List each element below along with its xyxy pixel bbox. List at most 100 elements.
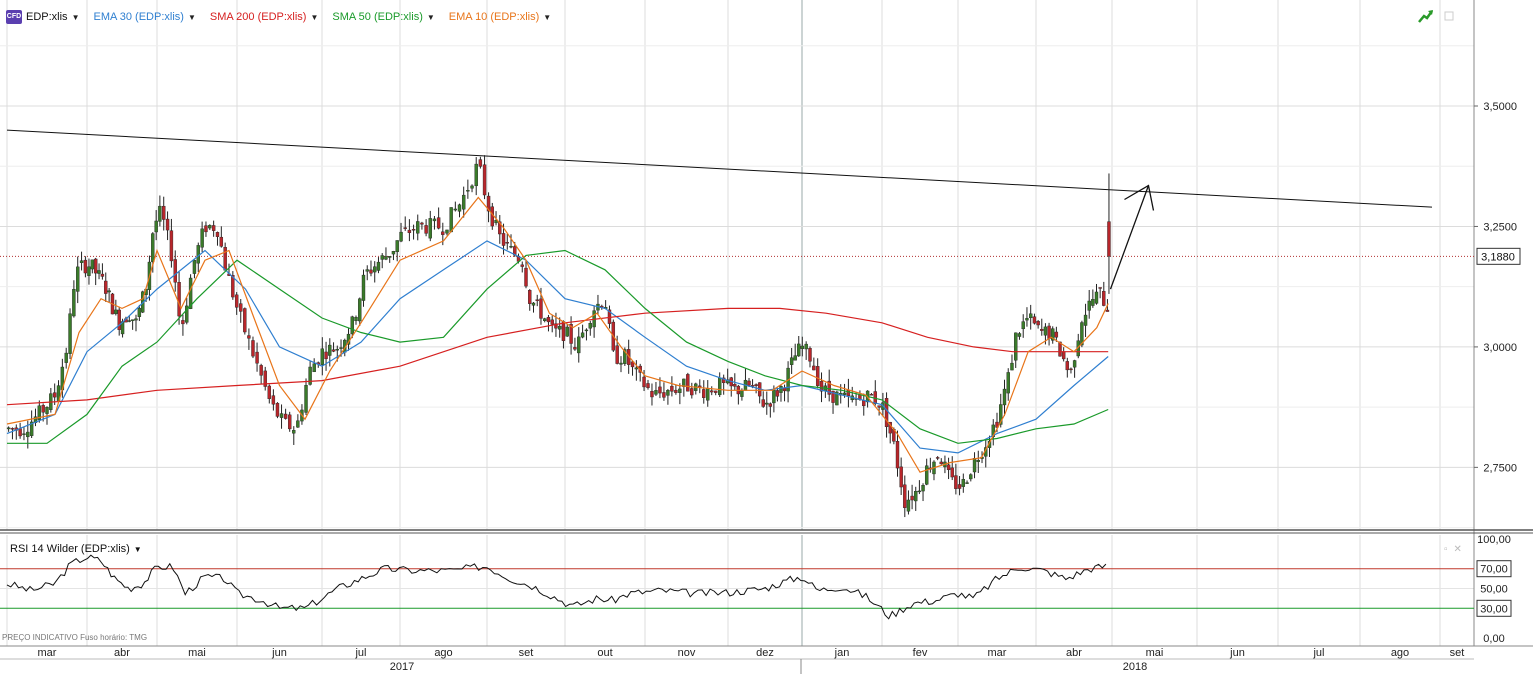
x-month-label: dez [756,647,774,659]
candle-down [877,405,881,408]
candle-down [1032,316,1037,324]
rsi-selector[interactable]: RSI 14 Wilder (EDP:xlis) ▼ [10,543,142,555]
grid [0,0,1474,646]
candle-up [914,491,918,502]
candle-down [420,222,424,225]
symbol-selector[interactable]: CFD EDP:xlis ▼ [6,10,79,24]
candle-down [550,319,554,325]
candle-down [750,385,755,387]
candle-up [718,377,722,396]
rsi-tick-label: 50,00 [1480,584,1508,596]
candle-down [478,159,483,167]
candle-down [255,351,259,364]
candle-up [797,343,801,357]
candle-up [835,391,839,406]
candle-up [457,204,462,212]
candle-down [670,385,674,392]
candle-down [1102,291,1106,306]
candle-up [380,255,384,260]
candle-down [41,405,45,413]
candle-up [312,363,316,373]
rsi-tick-label: 30,00 [1480,603,1508,615]
candle-up [388,256,392,258]
rsi-tick-label: 0,00 [1483,633,1504,645]
candle-up [1080,322,1084,346]
candle-down [812,365,816,371]
x-month-label: mar [988,647,1007,659]
candle-down [761,399,765,407]
candle-down [819,380,824,392]
x-month-label: jun [1229,647,1245,659]
x-month-label: ago [1391,647,1409,659]
candle-down [554,323,558,329]
candle-up [1043,326,1048,336]
candle-up [90,259,95,270]
y-tick-label: 3,5000 [1483,101,1517,113]
candle-up [1014,332,1018,361]
candle-down [690,388,694,396]
close-icon[interactable]: ✕ [1453,544,1462,555]
legend-sma50[interactable]: SMA 50 (EDP:xlis) ▼ [332,11,434,23]
candle-up [137,307,142,317]
candle-up [584,329,589,332]
candle-up [208,225,212,229]
candle-up [428,218,432,239]
candle-down [721,377,726,384]
legend-ema30-label: EMA 30 (EDP:xlis) [93,11,184,23]
maximize-icon[interactable]: ▫ [1444,544,1448,555]
x-month-label: mai [188,647,206,659]
candle-up [384,256,388,260]
candle-up [588,323,592,329]
candle-down [331,349,336,352]
legend-ema10[interactable]: EMA 10 (EDP:xlis) ▼ [449,11,551,23]
candle-down [1040,328,1044,331]
candle-up [1094,291,1099,304]
legend-sma200-label: SMA 200 (EDP:xlis) [209,11,307,23]
candle-down [827,380,831,395]
candle-down [899,466,903,488]
candle-up [350,316,354,335]
candle-up [449,207,453,233]
candle-up [543,318,547,322]
candle-down [275,402,280,417]
candle-down [869,394,874,396]
candle-down [219,236,224,247]
maximize-icon[interactable] [1444,11,1454,21]
candle-up [924,465,929,485]
candle-up [972,458,977,473]
candle-up [72,288,76,317]
candle-up [1051,328,1055,341]
candle-up [304,385,308,413]
candle-down [950,467,954,478]
series-line [6,240,1109,454]
candle-up [154,220,158,233]
candle-up [361,274,366,301]
footer-note: PREÇO INDICATIVO Fuso horário: TMG [2,633,148,642]
candle-up [399,231,403,242]
chevron-down-icon: ▼ [426,12,435,22]
candle-down [498,221,502,235]
candle-down [910,495,914,501]
candle-down [263,370,267,387]
candle-up [474,163,478,187]
candle-down [775,390,780,397]
legend-sma200[interactable]: SMA 200 (EDP:xlis) ▼ [210,11,319,23]
candle-down [650,391,654,398]
x-month-label: set [1450,647,1465,659]
candle-down [436,217,441,229]
candle-down [424,225,428,234]
candle-up [1091,299,1095,306]
x-month-label: fev [913,647,928,659]
candle-up [1028,313,1033,319]
candle-down [642,376,646,388]
x-month-label: abr [114,647,130,659]
candle-down [831,390,835,403]
trend-arrow-icon[interactable] [1418,9,1434,23]
candle-up [969,474,973,480]
candle-up [192,259,197,274]
legend-ema30[interactable]: EMA 30 (EDP:xlis) ▼ [93,11,195,23]
candle-down [10,428,15,430]
candle-up [1025,318,1029,321]
candle-up [800,345,805,349]
chevron-down-icon: ▼ [71,12,80,22]
